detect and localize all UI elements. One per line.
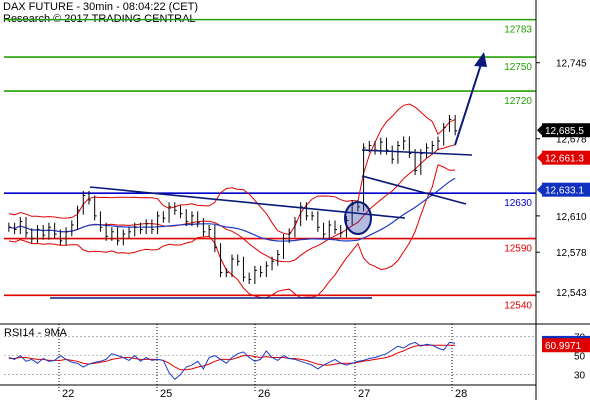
level-label-12540: 12540: [504, 300, 532, 311]
rsi-axis-label: 50: [574, 352, 586, 363]
time-axis-label: 22: [62, 388, 74, 400]
forecast-arrow-line: [454, 54, 485, 146]
level-label-12783: 12783: [504, 25, 532, 36]
level-label-12630: 12630: [504, 198, 532, 209]
rsi-axis-label: 30: [574, 371, 586, 382]
channel-lower-line: [361, 175, 467, 205]
time-axis-label: 28: [455, 388, 467, 400]
price-axis-label: 12,578: [556, 248, 587, 259]
value-tag-pointer: [537, 184, 542, 195]
chart-title: DAX FUTURE - 30min - 08:04:22 (CET): [3, 1, 198, 13]
time-axis-label: 25: [160, 388, 172, 400]
value-tag-upper: [542, 150, 590, 165]
value-tag-lower: [542, 182, 590, 197]
level-label-12750: 12750: [504, 62, 532, 73]
descending-trendline: [89, 186, 406, 219]
value-tag-pointer: [537, 125, 542, 136]
time-axis-label: 27: [358, 388, 370, 400]
value-tag-label-lower: 12,633.1: [545, 186, 584, 197]
level-label-12720: 12720: [504, 96, 532, 107]
rsi-ma-line: [8, 344, 456, 371]
price-axis-label: 12,678: [556, 135, 587, 146]
forecast-arrowhead: [474, 52, 487, 67]
price-axis-label: 12,745: [556, 59, 587, 70]
breakout-highlight-circle: [344, 201, 372, 235]
time-axis-label: 26: [258, 388, 270, 400]
value-tag-label-price: 12,685.5: [545, 126, 584, 137]
price-axis-label: 12,543: [556, 288, 587, 299]
bollinger-upper-line: [8, 103, 456, 236]
rsi-line: [8, 341, 456, 381]
moving-average-line: [8, 177, 456, 242]
rsi-tag-ma: [542, 338, 590, 353]
value-tag-price: [542, 123, 590, 138]
value-tag-label-upper: 12,661.3: [545, 154, 584, 165]
channel-upper-line: [361, 149, 473, 156]
value-tag-pointer: [537, 152, 542, 163]
rsi-panel-title: RSI14 - 9MA: [4, 327, 68, 339]
level-label-12590: 12590: [504, 244, 532, 255]
rsi-tag-label-ma: 60.9971: [545, 341, 582, 352]
price-axis-label: 12,610: [556, 212, 587, 223]
